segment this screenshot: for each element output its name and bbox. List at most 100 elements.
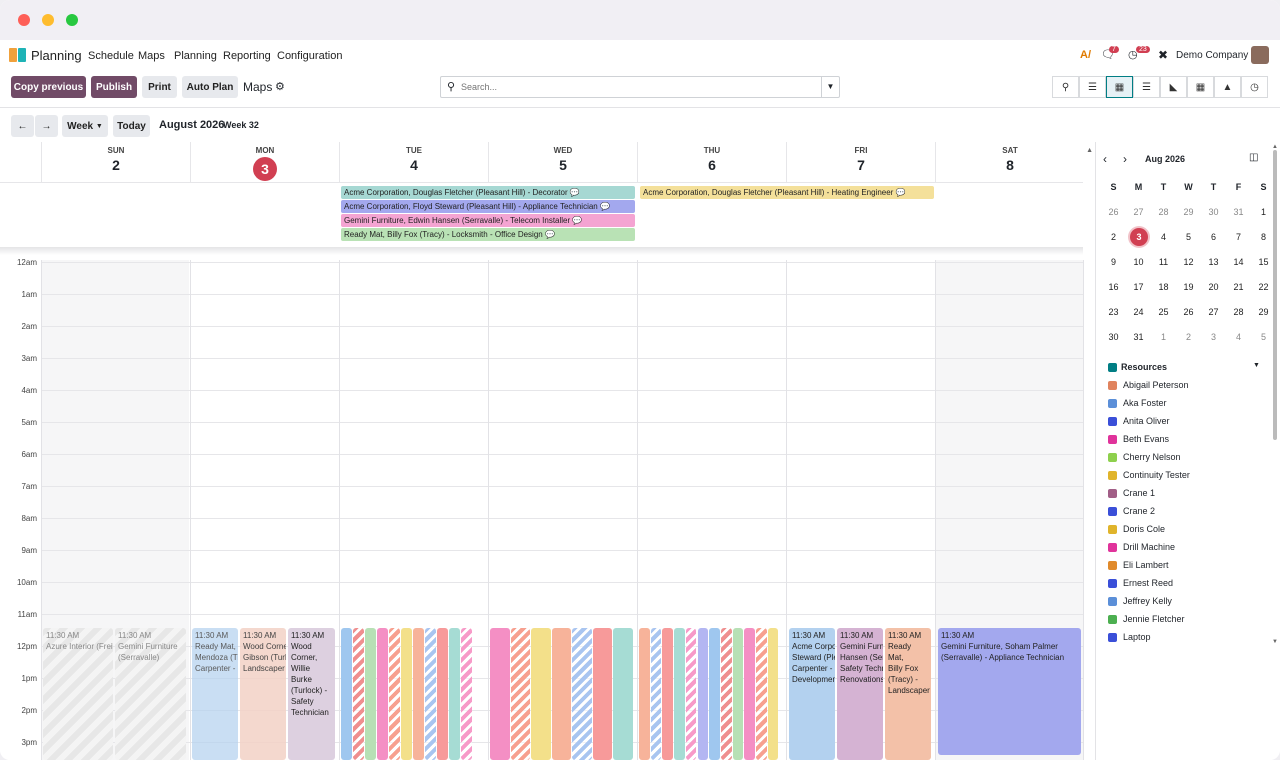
allday-scroll-up[interactable]: ▲ bbox=[1086, 147, 1093, 154]
view-pivot[interactable]: ▦ bbox=[1187, 76, 1214, 98]
calendar-event[interactable] bbox=[674, 628, 685, 760]
resource-filter-item[interactable]: Anita Oliver bbox=[1108, 416, 1170, 426]
calendar-event[interactable] bbox=[551, 628, 571, 760]
resource-checkbox[interactable] bbox=[1108, 398, 1117, 408]
menu-schedule[interactable]: Schedule bbox=[88, 50, 134, 62]
calendar-event[interactable] bbox=[720, 628, 732, 760]
scroll-up-icon[interactable]: ▲ bbox=[1272, 144, 1278, 150]
calendar-event[interactable] bbox=[767, 628, 779, 760]
calendar-event[interactable] bbox=[510, 628, 530, 760]
calendar-event[interactable]: 11:30 AM Wood Corne Gibson (Turl Landscaper bbox=[240, 628, 286, 760]
calendar-event[interactable]: 11:30 AM Azure Interior (Frei bbox=[43, 628, 113, 760]
view-graph[interactable]: ▲ bbox=[1214, 76, 1241, 98]
mini-calendar-day[interactable]: 16 bbox=[1108, 282, 1119, 292]
calendar-event[interactable] bbox=[449, 628, 460, 760]
resource-checkbox[interactable] bbox=[1108, 488, 1117, 498]
view-gantt[interactable]: ☰ bbox=[1079, 76, 1106, 98]
resource-checkbox[interactable] bbox=[1108, 560, 1117, 570]
day-number[interactable]: 8 bbox=[1006, 157, 1014, 173]
mini-calendar-day[interactable]: 11 bbox=[1158, 257, 1169, 267]
resource-filter-item[interactable]: Cherry Nelson bbox=[1108, 452, 1181, 462]
calendar-event[interactable] bbox=[461, 628, 472, 760]
calendar-event[interactable] bbox=[709, 628, 720, 760]
mini-calendar-day[interactable]: 19 bbox=[1183, 282, 1194, 292]
menu-planning[interactable]: Planning bbox=[174, 50, 217, 62]
maps-label[interactable]: Maps bbox=[243, 80, 273, 94]
view-activity[interactable]: ◷ bbox=[1241, 76, 1268, 98]
resource-filter-item[interactable]: Continuity Tester bbox=[1108, 470, 1190, 480]
day-number[interactable]: 7 bbox=[857, 157, 865, 173]
caret-down-icon[interactable]: ▼ bbox=[1253, 362, 1260, 369]
mini-calendar-day[interactable]: 29 bbox=[1183, 207, 1194, 217]
resource-checkbox[interactable] bbox=[1108, 380, 1117, 390]
calendar-event[interactable]: 11:30 AM Wood Corner, Willie Burke (Turlock) … bbox=[288, 628, 335, 760]
resource-checkbox[interactable] bbox=[1108, 632, 1117, 642]
resource-checkbox[interactable] bbox=[1108, 470, 1117, 480]
calendar-event[interactable] bbox=[572, 628, 592, 760]
calendar-event[interactable] bbox=[389, 628, 400, 760]
maximize-dot[interactable] bbox=[66, 14, 78, 26]
allday-event[interactable]: Acme Corporation, Douglas Fletcher (Plea… bbox=[640, 186, 934, 199]
day-number[interactable]: 3 bbox=[253, 157, 277, 181]
resource-filter-item[interactable]: Jennie Fletcher bbox=[1108, 614, 1185, 624]
calendar-event[interactable] bbox=[662, 628, 674, 760]
allday-event[interactable]: Ready Mat, Billy Fox (Tracy) - Locksmith… bbox=[341, 228, 635, 241]
scale-dropdown[interactable]: Week ▼ bbox=[62, 115, 108, 137]
calendar-event[interactable]: 11:30 AM Ready Mat, Billy Fox (Tracy) - Land… bbox=[885, 628, 931, 760]
menu-configuration[interactable]: Configuration bbox=[277, 50, 343, 62]
resource-filter-item[interactable]: Aka Foster bbox=[1108, 398, 1167, 408]
resource-checkbox[interactable] bbox=[1108, 596, 1117, 606]
mini-calendar-day[interactable]: 3 bbox=[1210, 332, 1216, 342]
search-input[interactable] bbox=[461, 79, 816, 95]
resource-checkbox[interactable] bbox=[1108, 452, 1117, 462]
calendar-event[interactable] bbox=[613, 628, 633, 760]
calendar-event[interactable] bbox=[425, 628, 436, 760]
resource-filter-item[interactable]: Crane 2 bbox=[1108, 506, 1155, 516]
mini-calendar-day[interactable]: 22 bbox=[1258, 282, 1269, 292]
calendar-event[interactable] bbox=[592, 628, 612, 760]
mini-calendar-day[interactable]: 3 bbox=[1130, 228, 1148, 246]
prev-month-icon[interactable]: ‹ bbox=[1103, 152, 1107, 166]
resource-filter-item[interactable]: Eli Lambert bbox=[1108, 560, 1169, 570]
gear-icon[interactable]: ⚙ bbox=[275, 81, 285, 93]
calendar-event[interactable] bbox=[490, 628, 510, 760]
minimize-dot[interactable] bbox=[42, 14, 54, 26]
planning-app-icon[interactable] bbox=[9, 48, 26, 62]
mini-calendar-day[interactable]: 12 bbox=[1183, 257, 1194, 267]
view-map[interactable]: ⚲ bbox=[1052, 76, 1079, 98]
resource-filter-item[interactable]: Beth Evans bbox=[1108, 434, 1169, 444]
mini-calendar-day[interactable]: 31 bbox=[1233, 207, 1244, 217]
resource-filter-item[interactable]: Abigail Peterson bbox=[1108, 380, 1189, 390]
calendar-event[interactable] bbox=[650, 628, 662, 760]
mini-calendar-day[interactable]: 13 bbox=[1208, 257, 1219, 267]
mini-calendar-day[interactable]: 17 bbox=[1133, 282, 1144, 292]
resource-checkbox[interactable] bbox=[1108, 506, 1117, 516]
day-number[interactable]: 6 bbox=[708, 157, 716, 173]
mini-calendar-day[interactable]: 27 bbox=[1208, 307, 1219, 317]
mini-calendar-day[interactable]: 5 bbox=[1185, 232, 1191, 242]
calendar-event[interactable] bbox=[756, 628, 767, 760]
resource-checkbox[interactable] bbox=[1108, 614, 1117, 624]
menu-maps[interactable]: Maps bbox=[138, 50, 165, 62]
calendar-event[interactable] bbox=[744, 628, 755, 760]
day-number[interactable]: 2 bbox=[112, 157, 120, 173]
mini-calendar-day[interactable]: 6 bbox=[1210, 232, 1216, 242]
mini-calendar-day[interactable]: 4 bbox=[1160, 232, 1166, 242]
mini-calendar-day[interactable]: 1 bbox=[1160, 332, 1166, 342]
mini-calendar-day[interactable]: 15 bbox=[1258, 257, 1269, 267]
copy-previous-button[interactable]: Copy previous bbox=[11, 76, 86, 98]
company-name[interactable]: Demo Company bbox=[1176, 50, 1249, 61]
calendar-event[interactable] bbox=[401, 628, 412, 760]
resource-filter-item[interactable]: Ernest Reed bbox=[1108, 578, 1173, 588]
day-number[interactable]: 5 bbox=[559, 157, 567, 173]
scrollbar-thumb[interactable] bbox=[1273, 150, 1277, 440]
resource-filter-item[interactable]: Drill Machine bbox=[1108, 542, 1175, 552]
mini-calendar-day[interactable]: 1 bbox=[1260, 207, 1266, 217]
company-switch-icon[interactable]: ✖ bbox=[1158, 48, 1169, 62]
mini-calendar-day[interactable]: 4 bbox=[1235, 332, 1241, 342]
view-list[interactable]: ☰ bbox=[1133, 76, 1160, 98]
calendar-event[interactable] bbox=[377, 628, 388, 760]
allday-event[interactable]: Gemini Furniture, Edwin Hansen (Serraval… bbox=[341, 214, 635, 227]
mini-calendar-day[interactable]: 9 bbox=[1110, 257, 1116, 267]
calendar-event[interactable] bbox=[697, 628, 709, 760]
